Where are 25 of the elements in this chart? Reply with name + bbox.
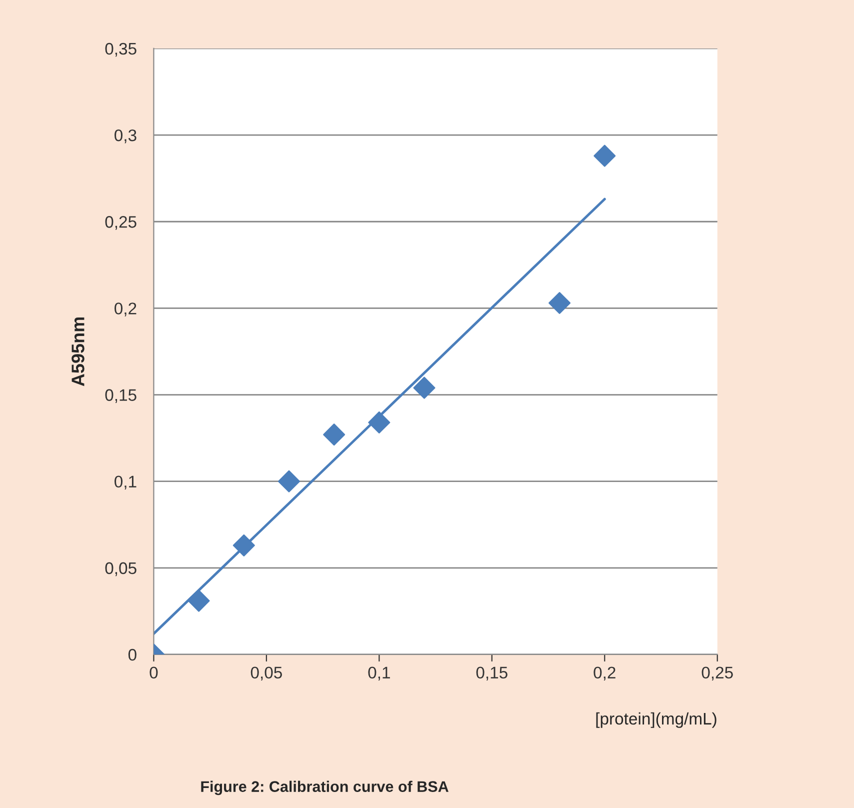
y-tick-label: 0,35 [105,42,136,57]
x-tick-label: 0,2 [594,666,616,680]
point [413,376,436,399]
x-tick-label: 0,25 [702,666,733,680]
point [323,424,346,446]
point [548,292,571,314]
x-axis-title: [protein](mg/mL) [596,712,716,728]
y-tick-label: 0,2 [114,302,136,316]
caption: Figure 2: Calibration curve of BSA [201,780,448,796]
x-tick-label: 0,1 [368,666,390,680]
y-tick-label: 0,15 [105,389,136,403]
point [594,144,616,167]
x-tick-label: 0 [150,666,158,679]
x-tick-label: 0,15 [476,666,508,680]
y-axis-title: A595nm [72,317,84,386]
point [232,534,255,556]
point [188,590,210,612]
y-tick-label: 0,3 [114,129,136,144]
x-tick-label: 0,05 [250,666,282,680]
y-tick-label: 0,1 [114,476,136,490]
y-tick-label: 0,25 [105,216,136,230]
y-tick-label: 0 [128,648,136,661]
point [278,470,300,492]
point [368,411,390,434]
y-tick-label: 0,05 [105,562,136,576]
